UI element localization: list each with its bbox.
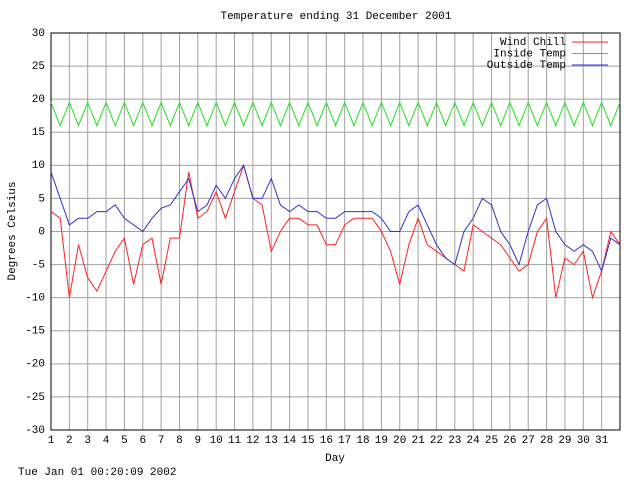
x-tick-label: 3 (84, 435, 91, 447)
y-tick-label: -15 (25, 326, 45, 338)
y-tick-label: 20 (32, 94, 45, 106)
y-tick-label: 25 (32, 61, 45, 73)
y-tick-label: -5 (32, 259, 45, 271)
x-tick-label: 7 (158, 435, 165, 447)
chart-title: Temperature ending 31 December 2001 (220, 11, 451, 23)
data-line (50, 164, 621, 273)
data-line (50, 163, 621, 300)
x-tick-label: 27 (522, 435, 535, 447)
y-tick-label: 30 (32, 28, 45, 40)
y-tick-label: -10 (25, 293, 45, 305)
x-tick-label: 4 (103, 435, 110, 447)
x-tick-label: 1 (48, 435, 55, 447)
x-tick-label: 14 (283, 435, 297, 447)
y-tick-label: 0 (38, 226, 45, 238)
x-tick-label: 31 (595, 435, 609, 447)
x-tick-label: 18 (356, 435, 369, 447)
data-line (50, 101, 621, 127)
y-tick-label: -25 (25, 392, 45, 404)
x-tick-label: 12 (246, 435, 259, 447)
x-tick-label: 29 (558, 435, 571, 447)
x-tick-label: 9 (195, 435, 202, 447)
x-tick-label: 20 (393, 435, 406, 447)
x-tick-label: 25 (485, 435, 498, 447)
y-tick-label: 15 (32, 127, 45, 139)
x-axis-label: Day (325, 453, 345, 465)
legend-label: Inside Temp (493, 48, 566, 60)
x-tick-label: 10 (210, 435, 223, 447)
y-axis-label: Degrees Celsius (7, 181, 19, 280)
x-tick-label: 13 (265, 435, 278, 447)
y-tick-label: -30 (25, 425, 45, 437)
x-tick-label: 11 (228, 435, 242, 447)
y-tick-label: 5 (38, 193, 45, 205)
x-tick-label: 8 (176, 435, 183, 447)
x-tick-label: 5 (121, 435, 128, 447)
x-tick-label: 15 (301, 435, 314, 447)
x-tick-label: 23 (448, 435, 461, 447)
x-tick-label: 26 (503, 435, 516, 447)
footer: Tue Jan 01 00:20:09 2002 (18, 467, 176, 479)
y-tick-label: -20 (25, 359, 45, 371)
x-tick-label: 2 (66, 435, 73, 447)
legend-label: Wind Chill (500, 37, 566, 49)
y-tick-label: 10 (32, 160, 45, 172)
x-tick-label: 21 (411, 435, 425, 447)
x-tick-label: 6 (139, 435, 146, 447)
legend-label: Outside Temp (487, 60, 566, 72)
x-tick-label: 24 (467, 435, 481, 447)
x-tick-label: 16 (320, 435, 333, 447)
x-tick-label: 22 (430, 435, 443, 447)
x-tick-label: 28 (540, 435, 553, 447)
x-tick-label: 17 (338, 435, 351, 447)
x-tick-label: 30 (577, 435, 590, 447)
plot-frame (50, 32, 621, 431)
x-tick-label: 19 (375, 435, 388, 447)
